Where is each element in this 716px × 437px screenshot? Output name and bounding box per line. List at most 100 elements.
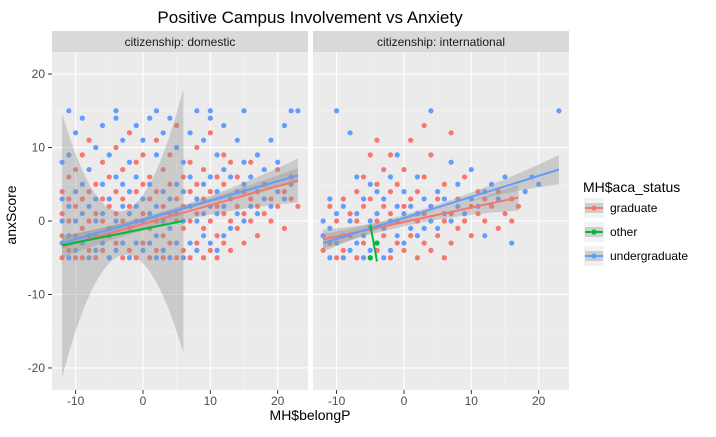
point-graduate <box>221 211 227 217</box>
point-graduate <box>194 181 200 187</box>
x-tick-label: 10 <box>204 394 218 408</box>
x-tick-label: 20 <box>532 394 546 408</box>
point-graduate <box>360 240 367 246</box>
point-graduate <box>147 174 153 180</box>
point-undergraduate <box>207 240 213 246</box>
fit-line-graduate <box>61 179 299 248</box>
point-other <box>374 240 380 246</box>
point-graduate <box>421 174 427 180</box>
point-graduate <box>254 203 261 209</box>
point-graduate <box>113 240 119 246</box>
point-undergraduate <box>241 108 247 114</box>
point-undergraduate <box>248 174 254 180</box>
x-tick-label: 0 <box>401 394 408 408</box>
point-graduate <box>421 240 427 246</box>
point-graduate <box>288 196 294 202</box>
point-undergraduate <box>99 181 106 187</box>
point-undergraduate <box>408 225 414 231</box>
point-undergraduate <box>248 203 254 209</box>
point-graduate <box>327 203 333 209</box>
point-undergraduate <box>126 159 133 165</box>
point-undergraduate <box>367 218 373 224</box>
point-undergraduate <box>354 174 360 180</box>
point-graduate <box>99 218 106 224</box>
point-undergraduate <box>66 203 72 209</box>
point-graduate <box>381 203 387 209</box>
point-undergraduate <box>194 247 200 253</box>
point-undergraduate <box>207 174 213 180</box>
point-undergraduate <box>421 225 427 231</box>
point-graduate <box>295 203 301 209</box>
point-graduate <box>367 152 373 158</box>
point-undergraduate <box>72 130 79 136</box>
point-graduate <box>354 189 360 195</box>
point-undergraduate <box>367 181 373 187</box>
point-undergraduate <box>488 181 495 187</box>
point-undergraduate <box>354 211 360 217</box>
point-undergraduate <box>254 152 261 158</box>
point-undergraduate <box>275 159 281 165</box>
legend-entry-label: graduate <box>610 201 658 215</box>
point-undergraduate <box>207 108 213 114</box>
point-graduate <box>187 255 193 261</box>
point-undergraduate <box>261 196 267 202</box>
point-undergraduate <box>140 137 146 143</box>
legend-entry-label: other <box>610 225 637 239</box>
point-graduate <box>207 218 213 224</box>
point-undergraduate <box>495 196 501 202</box>
point-graduate <box>428 247 434 253</box>
point-undergraduate <box>133 122 139 129</box>
point-undergraduate <box>261 166 267 173</box>
point-undergraduate <box>214 211 220 217</box>
point-graduate <box>281 225 288 231</box>
point-graduate <box>174 255 180 261</box>
point-graduate <box>394 240 400 246</box>
fit-line-other <box>369 224 378 262</box>
point-undergraduate <box>99 211 106 217</box>
x-tick-label: -10 <box>67 394 85 408</box>
point-graduate <box>66 218 72 224</box>
point-undergraduate <box>147 115 153 121</box>
point-graduate <box>207 189 213 195</box>
point-undergraduate <box>381 255 387 261</box>
point-undergraduate <box>106 152 112 158</box>
point-undergraduate <box>93 144 99 151</box>
point-graduate <box>120 218 126 224</box>
point-graduate <box>113 189 119 195</box>
point-graduate <box>120 255 126 261</box>
legend-entry-label: undergraduate <box>610 249 688 263</box>
point-undergraduate <box>214 152 220 158</box>
point-undergraduate <box>448 218 454 224</box>
point-graduate <box>360 203 367 209</box>
point-graduate <box>99 196 106 202</box>
point-undergraduate <box>502 174 508 180</box>
point-graduate <box>401 166 407 173</box>
point-undergraduate <box>126 211 133 217</box>
point-undergraduate <box>66 108 72 114</box>
point-graduate <box>448 240 454 246</box>
point-undergraduate <box>394 152 400 158</box>
legend-keys: graduate other undergraduate <box>584 198 688 266</box>
point-other <box>367 255 373 261</box>
regression-fits <box>322 154 560 262</box>
point-undergraduate <box>86 166 92 173</box>
point-undergraduate <box>381 196 387 202</box>
facet-strip <box>52 31 308 52</box>
point-undergraduate <box>72 189 79 195</box>
point-undergraduate <box>194 196 200 202</box>
legend-key-point <box>591 229 597 235</box>
point-graduate <box>160 203 166 209</box>
point-undergraduate <box>347 218 353 224</box>
y-tick-label: 20 <box>32 67 46 81</box>
point-graduate <box>461 218 468 224</box>
point-undergraduate <box>66 255 72 261</box>
point-undergraduate <box>194 108 200 114</box>
point-undergraduate <box>374 189 380 195</box>
point-graduate <box>227 218 234 224</box>
point-graduate <box>113 211 119 217</box>
point-undergraduate <box>221 203 227 209</box>
point-graduate <box>401 247 407 253</box>
point-graduate <box>72 166 79 173</box>
point-graduate <box>140 211 146 217</box>
point-undergraduate <box>99 122 106 129</box>
